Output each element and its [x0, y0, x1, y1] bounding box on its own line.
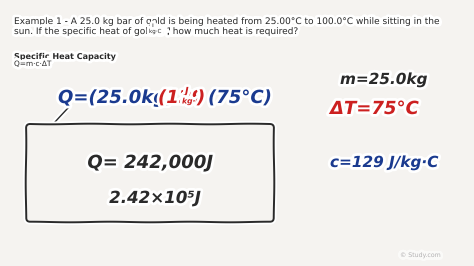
Text: kg·C: kg·C	[182, 97, 201, 106]
Text: Q= 242,000J: Q= 242,000J	[87, 154, 213, 172]
Text: Q=(25.0kg): Q=(25.0kg)	[58, 89, 174, 107]
Text: Example 1 - A 25.0 kg bar of gold is being heated from 25.00°C to 100.0°C while : Example 1 - A 25.0 kg bar of gold is bei…	[14, 17, 441, 26]
Text: Q=m·c·ΔT: Q=m·c·ΔT	[14, 61, 51, 67]
Text: (129: (129	[158, 89, 204, 107]
Text: sun. If the specific heat of gold is 129: sun. If the specific heat of gold is 129	[14, 27, 185, 36]
Text: , how much heat is required?: , how much heat is required?	[167, 27, 299, 36]
Text: ΔT=75°C: ΔT=75°C	[330, 100, 419, 118]
Text: 2.42×10⁵J: 2.42×10⁵J	[109, 189, 201, 207]
Text: (75°C): (75°C)	[208, 89, 272, 107]
Text: J: J	[185, 86, 189, 96]
Text: Specific Heat Capacity: Specific Heat Capacity	[14, 52, 116, 61]
Text: J: J	[152, 24, 154, 29]
Text: © Study.com: © Study.com	[400, 252, 441, 258]
Text: m=25.0kg: m=25.0kg	[340, 72, 427, 87]
Text: ): )	[197, 89, 205, 107]
Text: kg·C: kg·C	[149, 29, 161, 34]
Text: c=129 J/kg·C: c=129 J/kg·C	[330, 155, 438, 170]
FancyBboxPatch shape	[26, 124, 274, 222]
